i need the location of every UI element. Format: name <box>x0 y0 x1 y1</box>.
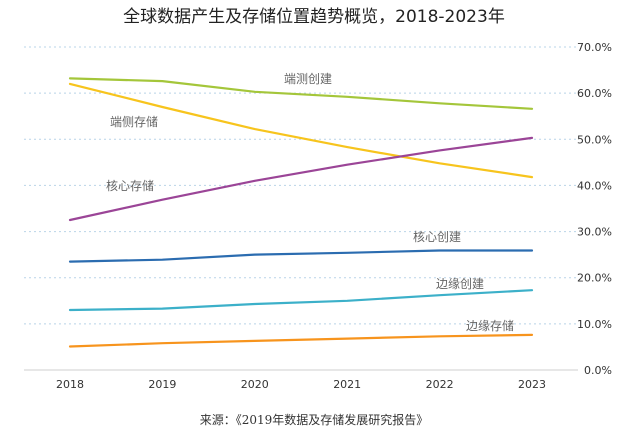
series-label: 核心创建 <box>413 230 461 244</box>
x-tick-label: 2021 <box>333 378 361 391</box>
y-axis: 0.0% 10.0% 20.0% 30.0% 40.0% 50.0% 60.0% 70.0% <box>577 41 612 377</box>
series-line <box>68 333 534 348</box>
y-tick-label: 40.0% <box>577 179 612 192</box>
series-label: 核心存储 <box>106 178 154 193</box>
series-line <box>68 249 534 263</box>
source-note: 来源：《2019年数据及存储发展研究报告》 <box>200 412 429 427</box>
series-line <box>68 77 534 110</box>
x-tick-label: 2022 <box>426 378 454 391</box>
y-tick-label: 50.0% <box>577 133 612 146</box>
x-tick-label: 2019 <box>148 378 176 391</box>
y-tick-label: 0.0% <box>584 364 612 377</box>
series-label: 端测创建 <box>284 72 332 86</box>
series-lines <box>68 77 534 348</box>
x-tick-label: 2023 <box>518 378 546 391</box>
x-axis: 2018 2019 2020 2021 2022 2023 <box>24 369 578 391</box>
series-line <box>68 289 534 312</box>
series-label: 端侧存储 <box>110 114 158 129</box>
series-line <box>68 82 534 179</box>
series-label: 边缘存储 <box>466 318 514 333</box>
y-tick-label: 30.0% <box>577 226 612 239</box>
grid-lines <box>24 46 578 325</box>
y-tick-label: 10.0% <box>577 318 612 331</box>
chart-title: 全球数据产生及存储位置趋势概览，2018-2023年 <box>123 7 505 27</box>
y-tick-label: 20.0% <box>577 272 612 285</box>
y-tick-label: 60.0% <box>577 87 612 100</box>
x-tick-label: 2020 <box>241 378 269 391</box>
x-tick-label: 2018 <box>56 378 84 391</box>
series-line <box>68 136 534 222</box>
y-tick-label: 70.0% <box>577 41 612 54</box>
series-label: 边缘创建 <box>436 277 484 291</box>
